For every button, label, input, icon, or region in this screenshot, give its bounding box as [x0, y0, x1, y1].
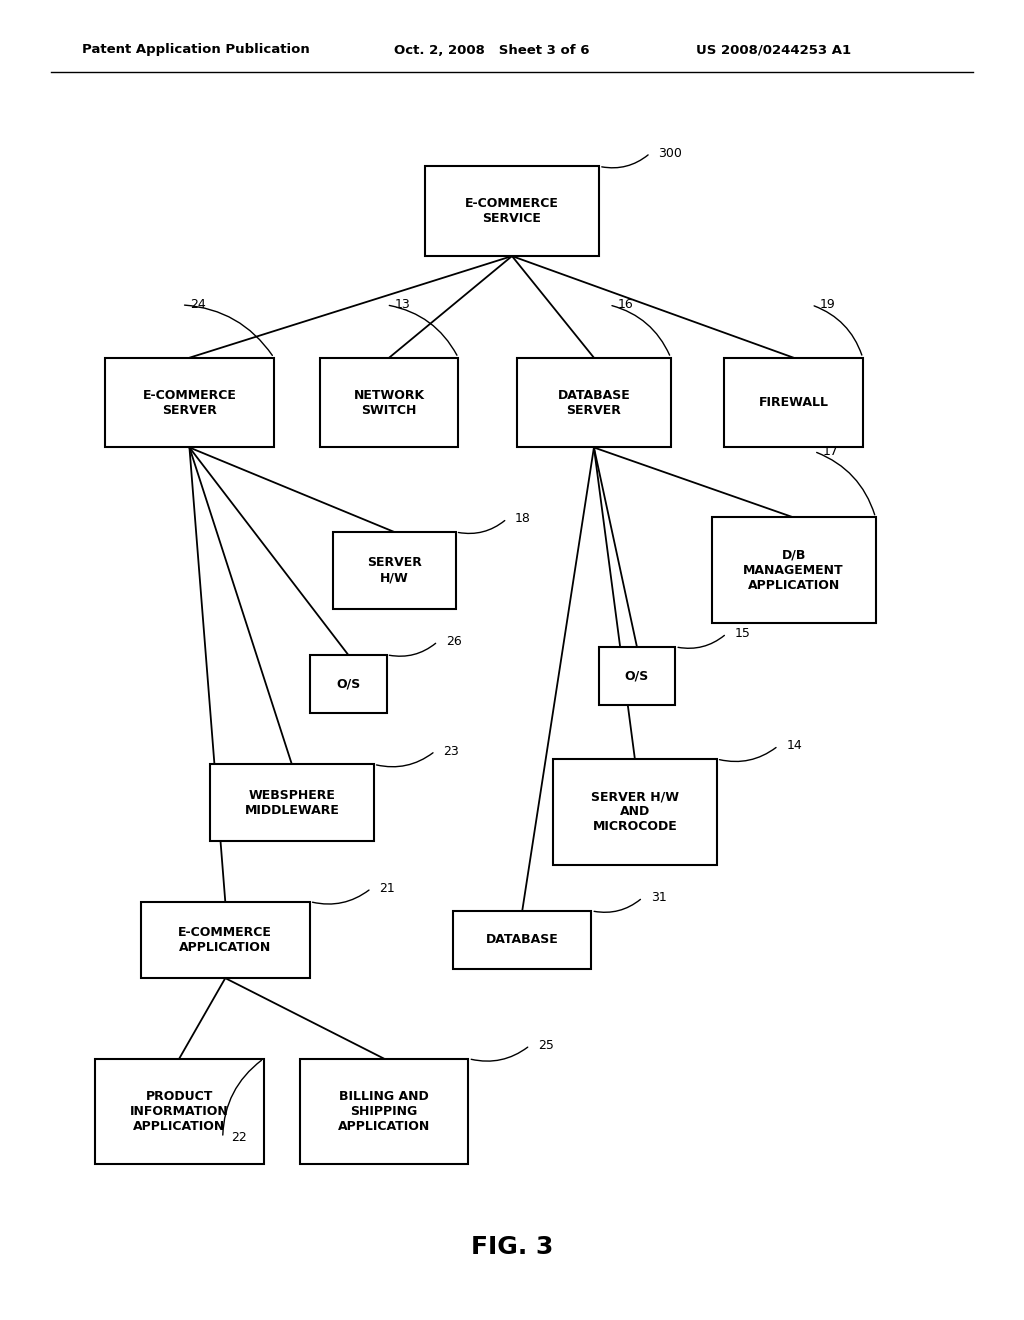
Text: 26: 26 [446, 635, 462, 648]
FancyBboxPatch shape [210, 764, 374, 841]
Text: NETWORK
SWITCH: NETWORK SWITCH [353, 388, 425, 417]
Text: DATABASE: DATABASE [485, 933, 559, 946]
Text: 25: 25 [539, 1039, 554, 1052]
FancyBboxPatch shape [517, 358, 671, 447]
Text: O/S: O/S [336, 677, 360, 690]
Text: E-COMMERCE
SERVICE: E-COMMERCE SERVICE [465, 197, 559, 226]
Text: SERVER H/W
AND
MICROCODE: SERVER H/W AND MICROCODE [591, 791, 679, 833]
Text: D/B
MANAGEMENT
APPLICATION: D/B MANAGEMENT APPLICATION [743, 549, 844, 591]
Text: FIG. 3: FIG. 3 [471, 1236, 553, 1259]
Text: SERVER
H/W: SERVER H/W [367, 556, 422, 585]
FancyBboxPatch shape [299, 1059, 469, 1164]
FancyBboxPatch shape [333, 532, 456, 609]
Text: 300: 300 [658, 147, 682, 160]
Text: US 2008/0244253 A1: US 2008/0244253 A1 [696, 44, 851, 57]
FancyBboxPatch shape [453, 911, 592, 969]
FancyBboxPatch shape [425, 166, 599, 256]
Text: 21: 21 [379, 882, 395, 895]
FancyBboxPatch shape [319, 358, 459, 447]
Text: FIREWALL: FIREWALL [759, 396, 828, 409]
Text: DATABASE
SERVER: DATABASE SERVER [557, 388, 631, 417]
Text: 23: 23 [443, 744, 459, 758]
FancyBboxPatch shape [553, 759, 717, 865]
Text: 15: 15 [735, 627, 751, 640]
Text: 24: 24 [190, 298, 206, 312]
Text: WEBSPHERE
MIDDLEWARE: WEBSPHERE MIDDLEWARE [245, 788, 339, 817]
Text: 18: 18 [515, 512, 531, 525]
Text: 17: 17 [822, 445, 839, 458]
Text: 31: 31 [651, 891, 667, 904]
FancyBboxPatch shape [598, 647, 676, 705]
FancyBboxPatch shape [712, 517, 876, 623]
Text: PRODUCT
INFORMATION
APPLICATION: PRODUCT INFORMATION APPLICATION [130, 1090, 228, 1133]
Text: 22: 22 [231, 1131, 247, 1144]
Text: 13: 13 [395, 298, 411, 312]
FancyBboxPatch shape [725, 358, 862, 447]
FancyBboxPatch shape [141, 902, 309, 978]
Text: 19: 19 [819, 298, 836, 312]
FancyBboxPatch shape [94, 1059, 264, 1164]
FancyBboxPatch shape [310, 655, 387, 713]
Text: BILLING AND
SHIPPING
APPLICATION: BILLING AND SHIPPING APPLICATION [338, 1090, 430, 1133]
Text: E-COMMERCE
APPLICATION: E-COMMERCE APPLICATION [178, 925, 272, 954]
Text: 14: 14 [786, 739, 802, 752]
Text: E-COMMERCE
SERVER: E-COMMERCE SERVER [142, 388, 237, 417]
Text: Oct. 2, 2008   Sheet 3 of 6: Oct. 2, 2008 Sheet 3 of 6 [394, 44, 590, 57]
Text: 16: 16 [617, 298, 633, 312]
Text: Patent Application Publication: Patent Application Publication [82, 44, 309, 57]
FancyBboxPatch shape [104, 358, 274, 447]
Text: O/S: O/S [625, 669, 649, 682]
